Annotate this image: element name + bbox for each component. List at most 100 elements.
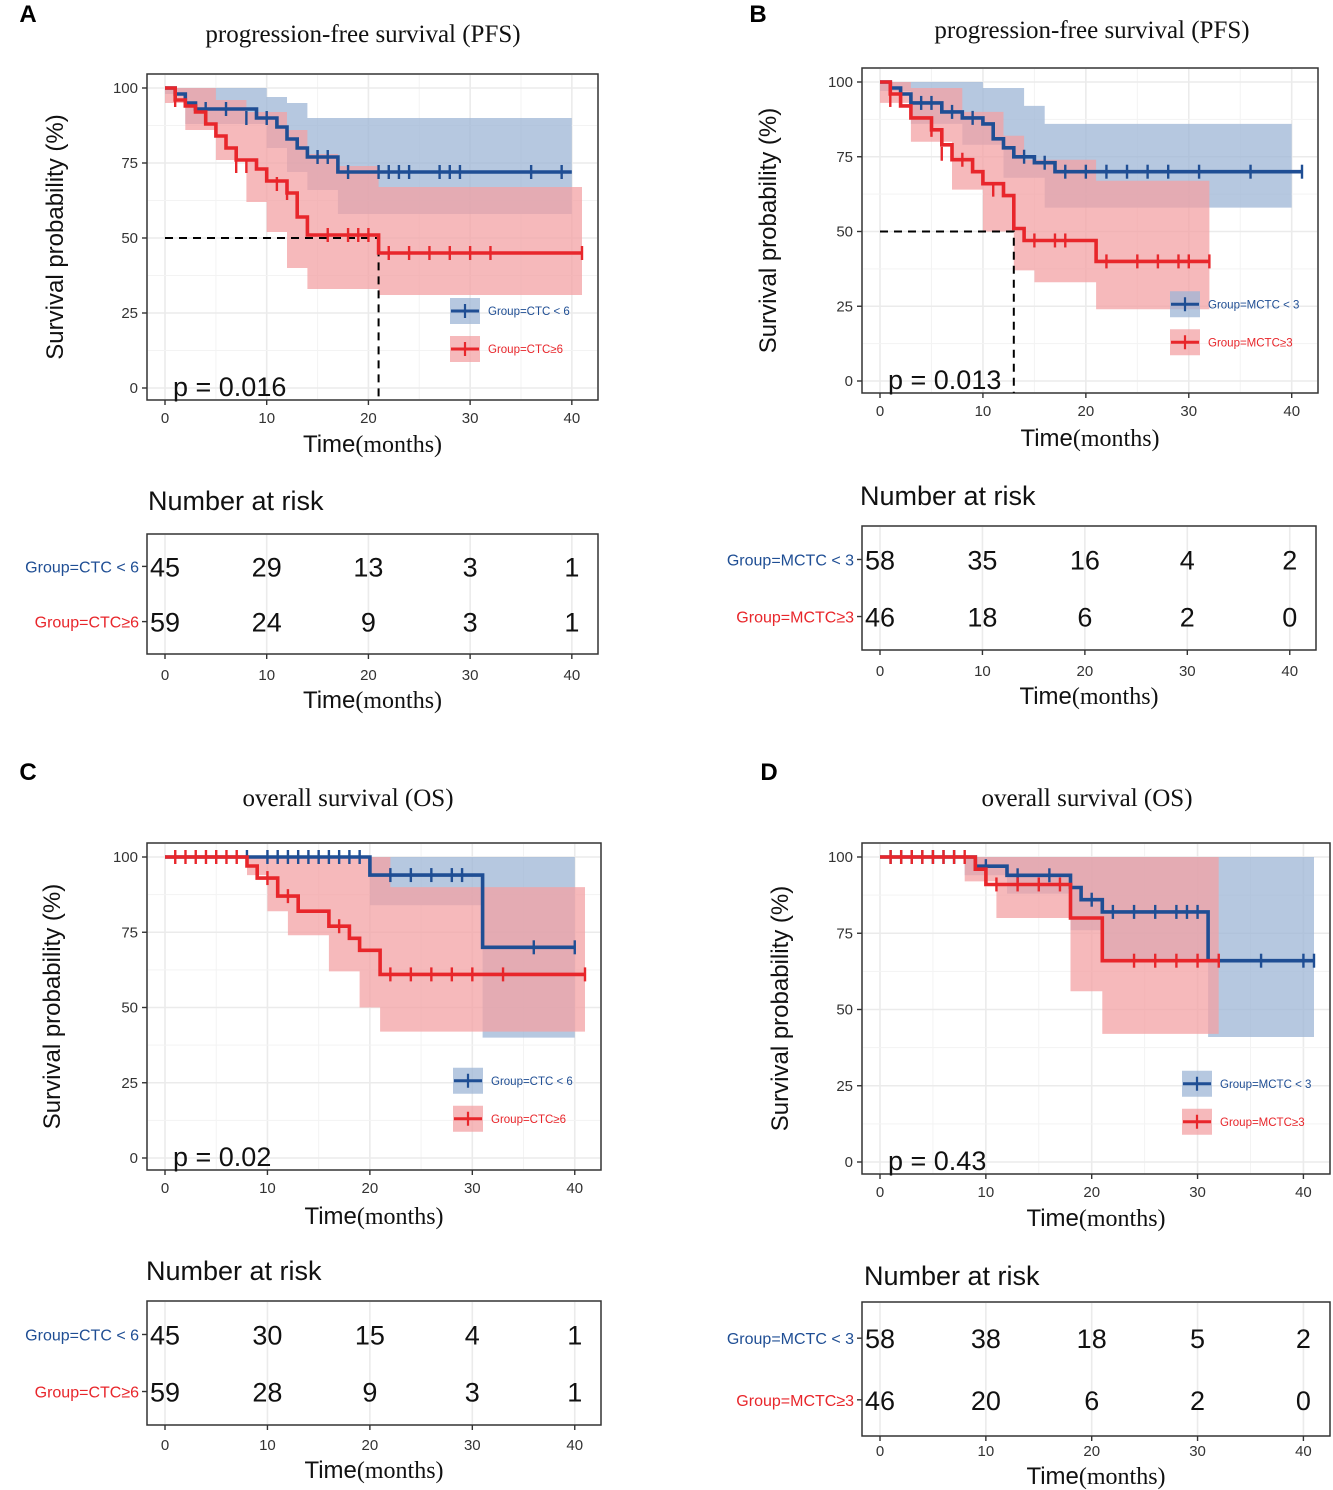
km-curve-group1 bbox=[880, 855, 1314, 963]
chart-title: progression-free survival (PFS) bbox=[934, 17, 1249, 44]
risk-x-axis-label: Time(months) bbox=[304, 1457, 443, 1484]
risk-x-axis-label-main: Time bbox=[1026, 1463, 1078, 1490]
risk-count: 29 bbox=[252, 552, 282, 582]
risk-x-tick-label: 40 bbox=[563, 667, 580, 684]
risk-count: 30 bbox=[252, 1320, 282, 1350]
y-tick-label: 25 bbox=[121, 1075, 138, 1092]
y-tick-label: 75 bbox=[121, 924, 138, 941]
risk-count: 5 bbox=[1190, 1324, 1205, 1354]
risk-count: 6 bbox=[1077, 603, 1092, 633]
risk-count: 1 bbox=[567, 1378, 582, 1408]
x-tick-label: 30 bbox=[1180, 403, 1197, 420]
x-tick-label: 20 bbox=[362, 1180, 379, 1197]
x-tick-label: 0 bbox=[876, 1184, 884, 1201]
legend-label: Group=MCTC < 3 bbox=[1220, 1079, 1311, 1091]
risk-count: 59 bbox=[150, 1378, 180, 1408]
risk-table-frame bbox=[861, 1301, 1331, 1437]
x-tick-label: 0 bbox=[876, 403, 884, 420]
risk-x-tick-label: 40 bbox=[1295, 1443, 1312, 1460]
x-axis-label-main: Time bbox=[1020, 425, 1072, 452]
risk-group-label: Group=CTC≥6 bbox=[35, 615, 139, 632]
risk-table-frame bbox=[146, 533, 599, 655]
risk-count: 2 bbox=[1282, 545, 1297, 575]
risk-count: 1 bbox=[567, 1320, 582, 1350]
risk-table-frame bbox=[861, 525, 1317, 651]
risk-count: 0 bbox=[1296, 1386, 1311, 1416]
risk-x-tick-label: 0 bbox=[876, 1443, 884, 1460]
x-tick-label: 30 bbox=[464, 1180, 481, 1197]
risk-count: 3 bbox=[463, 552, 478, 582]
x-axis-label: Time(months) bbox=[303, 431, 442, 458]
risk-x-tick-label: 20 bbox=[1083, 1443, 1100, 1460]
y-axis-label: Survival probability (%) bbox=[42, 114, 69, 359]
risk-x-tick-label: 0 bbox=[876, 663, 884, 680]
ci-band-group2 bbox=[165, 857, 585, 1032]
ci-band-group2 bbox=[880, 857, 1219, 1034]
ci-band-group2 bbox=[880, 82, 1210, 310]
risk-count: 6 bbox=[1084, 1386, 1099, 1416]
risk-count: 35 bbox=[967, 545, 997, 575]
risk-x-tick-label: 30 bbox=[462, 667, 479, 684]
risk-x-axis-label-main: Time bbox=[304, 1457, 356, 1484]
y-tick-label: 75 bbox=[836, 149, 853, 166]
risk-group-label: Group=MCTC≥3 bbox=[736, 610, 854, 627]
risk-table-title: Number at risk bbox=[148, 486, 324, 516]
risk-count: 58 bbox=[865, 1324, 895, 1354]
risk-x-axis-label: Time(months) bbox=[1019, 683, 1158, 710]
km-curve-group1 bbox=[165, 86, 572, 174]
legend-label: Group=CTC < 6 bbox=[491, 1076, 573, 1088]
y-tick-label: 50 bbox=[121, 1000, 138, 1017]
risk-group-label: Group=CTC≥6 bbox=[35, 1385, 139, 1402]
x-axis-label-main: Time bbox=[304, 1203, 356, 1230]
x-axis-label: Time(months) bbox=[1026, 1205, 1165, 1232]
x-axis-label: Time(months) bbox=[304, 1203, 443, 1230]
y-tick-label: 50 bbox=[121, 230, 138, 247]
risk-count: 45 bbox=[150, 552, 180, 582]
risk-x-tick-label: 40 bbox=[566, 1437, 583, 1454]
y-tick-label: 75 bbox=[836, 925, 853, 942]
p-value: p = 0.43 bbox=[888, 1146, 986, 1176]
y-tick-label: 0 bbox=[845, 373, 853, 390]
p-value: p = 0.02 bbox=[173, 1142, 271, 1172]
risk-count: 38 bbox=[971, 1324, 1001, 1354]
risk-x-tick-label: 0 bbox=[161, 667, 169, 684]
risk-x-tick-label: 10 bbox=[974, 663, 991, 680]
risk-x-tick-label: 10 bbox=[259, 1437, 276, 1454]
risk-group-label: Group=MCTC≥3 bbox=[736, 1393, 854, 1410]
panel-letter: D bbox=[760, 759, 777, 786]
legend-label: Group=CTC≥6 bbox=[491, 1114, 566, 1126]
risk-x-tick-label: 10 bbox=[258, 667, 275, 684]
risk-x-tick-label: 30 bbox=[1179, 663, 1196, 680]
risk-table-title: Number at risk bbox=[146, 1256, 322, 1286]
risk-count: 45 bbox=[150, 1320, 180, 1350]
risk-x-tick-label: 40 bbox=[1281, 663, 1298, 680]
risk-group-label: Group=MCTC < 3 bbox=[727, 1331, 854, 1348]
risk-count: 2 bbox=[1296, 1324, 1311, 1354]
p-value: p = 0.013 bbox=[888, 365, 1001, 395]
risk-x-axis-label: Time(months) bbox=[303, 687, 442, 714]
y-tick-label: 100 bbox=[113, 849, 138, 866]
risk-count: 4 bbox=[465, 1320, 480, 1350]
risk-group-label: Group=CTC < 6 bbox=[25, 1327, 139, 1344]
legend-label: Group=CTC≥6 bbox=[488, 344, 563, 356]
chart-title: overall survival (OS) bbox=[242, 785, 453, 812]
y-tick-label: 75 bbox=[121, 155, 138, 172]
risk-count: 15 bbox=[355, 1320, 385, 1350]
x-axis-label-main: Time bbox=[1026, 1205, 1078, 1232]
risk-table-title: Number at risk bbox=[864, 1261, 1040, 1291]
chart-title: progression-free survival (PFS) bbox=[205, 21, 520, 48]
y-tick-label: 50 bbox=[836, 1002, 853, 1019]
x-tick-label: 30 bbox=[462, 410, 479, 427]
panel-letter: C bbox=[19, 759, 36, 786]
km-curve-group1 bbox=[165, 855, 575, 950]
risk-table-frame bbox=[146, 1300, 602, 1426]
x-tick-label: 40 bbox=[1295, 1184, 1312, 1201]
risk-count: 13 bbox=[353, 552, 383, 582]
risk-x-axis-label: Time(months) bbox=[1026, 1463, 1165, 1490]
risk-x-axis-label-main: Time bbox=[1019, 683, 1071, 710]
risk-x-tick-label: 0 bbox=[161, 1437, 169, 1454]
x-tick-label: 40 bbox=[566, 1180, 583, 1197]
panel-letter: B bbox=[749, 1, 766, 28]
